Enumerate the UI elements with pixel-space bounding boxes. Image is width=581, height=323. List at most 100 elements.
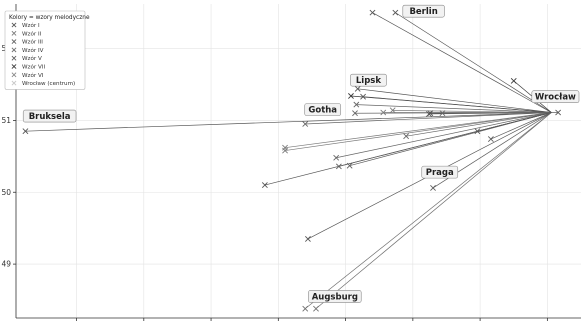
- legend-label: Wzór VII: [22, 64, 45, 71]
- data-point: [352, 110, 358, 117]
- connection-line: [305, 112, 552, 309]
- legend-label: Wzór III: [22, 39, 43, 46]
- legend-marker: [11, 55, 17, 61]
- connection-line: [357, 88, 552, 113]
- legend-marker: [11, 22, 17, 28]
- data-point: [474, 128, 481, 135]
- legend-entry: Wrocław (centrum): [11, 80, 75, 87]
- data-point: [353, 101, 360, 108]
- legend-title: Kolory = wzory melodyczne: [9, 15, 90, 21]
- legend-marker: [11, 80, 17, 86]
- axes: 49505152: [1, 4, 581, 321]
- city-label-box: [304, 103, 342, 116]
- data-point: [389, 107, 396, 114]
- data-point: [282, 144, 288, 151]
- legend-entry: Wzór VII: [11, 64, 45, 71]
- city-label-box: [308, 290, 362, 303]
- connection-line: [356, 104, 552, 113]
- data-point: [348, 93, 354, 99]
- legend-label: Wzór I: [22, 22, 40, 29]
- legend-frame: [4, 10, 86, 90]
- legend-marker: [11, 47, 17, 53]
- data-point: [510, 77, 517, 84]
- data-point: [427, 110, 434, 117]
- city-label-text: Gotha: [308, 106, 337, 116]
- legend-marker: [11, 30, 17, 36]
- legend-entry: Wzór III: [11, 39, 43, 46]
- city-label-box: [531, 90, 580, 103]
- city-label-text: Berlin: [409, 7, 437, 17]
- data-points: [22, 9, 562, 312]
- data-point: [302, 305, 309, 312]
- data-point: [555, 109, 562, 116]
- legend-label: Wrocław (centrum): [22, 81, 75, 87]
- city-label-box: [402, 4, 445, 18]
- data-point: [487, 136, 494, 143]
- y-tick-label: 51: [1, 116, 11, 125]
- city-label-box: [350, 73, 387, 87]
- connection-line: [442, 112, 552, 114]
- city-label-text: Lipsk: [356, 76, 381, 86]
- city-label-text: Augsburg: [312, 292, 358, 302]
- connection-line: [315, 112, 552, 309]
- city-label-text: Praga: [426, 168, 454, 178]
- y-tick-label: 49: [1, 260, 11, 269]
- city-label: Augsburg: [308, 290, 362, 303]
- grid: [16, 4, 581, 318]
- city-label-text: Wrocław: [535, 93, 576, 103]
- city-label: Gotha: [304, 103, 342, 116]
- legend-label: Wzór IV: [22, 47, 44, 54]
- connection-line: [285, 112, 552, 149]
- data-point: [304, 236, 311, 242]
- data-point: [369, 9, 376, 16]
- legend-marker: [11, 72, 17, 78]
- data-point: [403, 133, 410, 140]
- legend-entry: Wzór VI: [11, 72, 44, 79]
- y-tick-label: 50: [1, 188, 11, 197]
- data-point: [430, 185, 436, 191]
- city-labels: Berlin Lipsk Gotha Bruksela Praga Augsburg Wro…: [22, 4, 580, 303]
- data-point: [392, 9, 399, 16]
- connection-line: [349, 112, 552, 167]
- connection-line: [25, 112, 552, 132]
- data-point: [302, 121, 309, 127]
- city-label: Berlin: [402, 4, 445, 18]
- connection-line: [372, 12, 552, 113]
- data-point: [261, 182, 268, 188]
- connection-line: [363, 96, 552, 113]
- data-point: [22, 128, 29, 135]
- city-label: Bruksela: [22, 109, 77, 123]
- legend-entry: Wzór V: [11, 55, 42, 62]
- city-label-box: [22, 109, 77, 123]
- legend-entry: Wzór II: [11, 30, 42, 37]
- legend-marker: [11, 39, 17, 45]
- legend-label: Wzór II: [22, 30, 42, 37]
- connection-line: [490, 112, 552, 140]
- city-label-box: [421, 165, 459, 179]
- city-label: Praga: [421, 165, 459, 179]
- legend-label: Wzór V: [22, 55, 42, 62]
- connection-line: [305, 112, 552, 125]
- connection-line: [336, 112, 552, 159]
- legend-entry: Wzór I: [11, 22, 40, 29]
- city-label: Lipsk: [350, 73, 387, 87]
- connection-line: [392, 109, 552, 113]
- connection-line: [477, 112, 552, 132]
- legend-marker: [11, 64, 17, 69]
- data-point: [360, 93, 366, 100]
- data-point: [439, 110, 446, 117]
- data-point: [335, 163, 342, 170]
- data-point: [380, 109, 387, 116]
- legend-label: Wzór VI: [22, 72, 44, 79]
- data-point: [354, 85, 361, 92]
- connection-line: [284, 112, 552, 151]
- data-point: [333, 154, 340, 161]
- city-label-text: Bruksela: [29, 112, 71, 122]
- data-point: [313, 305, 319, 312]
- legend-entry: Wzór IV: [11, 47, 44, 54]
- connection-line: [406, 112, 552, 137]
- city-label: Wrocław: [531, 90, 580, 103]
- data-point: [346, 162, 353, 169]
